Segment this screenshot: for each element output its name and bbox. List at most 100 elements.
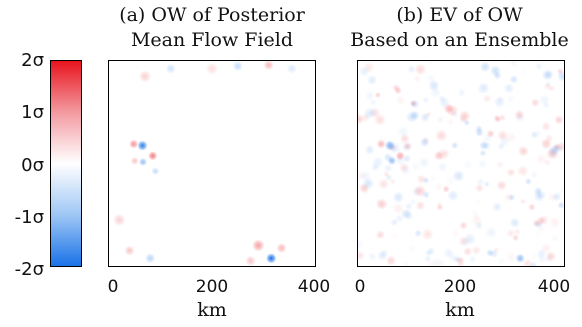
negative-feature [151,167,160,176]
noise-cell [408,244,418,254]
noise-cell [537,216,550,229]
positive-feature [113,213,126,227]
noise-cell [410,99,420,109]
noise-cell [374,198,383,207]
noise-cell [536,248,547,259]
noise-cell [407,64,416,74]
noise-cell [463,159,474,170]
noise-cell [358,113,365,125]
noise-cell [477,158,488,169]
noise-cell [545,147,558,160]
noise-cell [374,91,382,99]
noise-cell [457,88,466,97]
panel-a-heatmap [108,60,316,267]
noise-cell [479,149,487,157]
positive-feature [138,70,152,83]
noise-cell [505,250,518,263]
positive-feature [205,62,219,75]
noise-cell [451,228,461,238]
noise-cell [409,198,417,206]
panel-b-xtick-200: 200 [443,277,477,297]
noise-cell [475,183,485,193]
noise-cell [509,74,519,84]
noise-cell [530,98,540,108]
noise-cell [383,163,393,173]
noise-cell [538,94,551,106]
panel-a-plot [113,61,297,266]
noise-cell [489,249,499,259]
noise-cell [429,175,437,182]
noise-cell [471,215,483,227]
negative-feature [515,253,525,263]
noise-cell [470,208,479,217]
noise-cell [435,201,443,208]
noise-cell [366,74,378,86]
panel-b-title: (b) EV of OW Based on an Ensemble [337,3,582,53]
noise-cell [513,228,522,236]
noise-cell [447,117,455,126]
noise-cell [506,168,516,177]
noise-cell [434,182,444,192]
negative-feature [138,157,148,167]
noise-cell [483,180,490,188]
noise-cell [515,112,526,124]
noise-cell [452,169,465,182]
noise-cell [410,110,421,121]
negative-feature [232,61,243,72]
noise-cell [422,96,430,104]
positive-feature [276,242,287,254]
panel-b-title-line-1: (b) EV of OW [396,4,523,26]
panel-a-xtick-400: 400 [297,277,331,297]
noise-cell [435,129,448,142]
noise-cell [543,158,552,166]
noise-cell [373,113,386,126]
noise-cell [400,259,411,266]
noise-cell [426,61,435,67]
noise-cell [358,250,366,261]
noise-cell [371,156,384,168]
noise-cell [399,133,410,144]
noise-cell [410,160,422,173]
noise-cell [363,107,376,120]
noise-cell [530,130,539,139]
positive-feature [395,151,405,161]
noise-cell [415,200,426,211]
noise-cell [379,248,389,258]
negative-feature [387,156,397,166]
noise-cell [459,221,468,230]
noise-cell [545,251,557,262]
noise-cell [358,239,364,250]
noise-cell [493,114,501,122]
panel-b-xlabel: km [445,299,475,321]
noise-cell [377,178,390,190]
panel-b-xtick-0: 0 [354,277,366,297]
noise-cell [477,102,488,113]
noise-cell [519,198,527,205]
noise-cell [392,202,405,215]
noise-cell [548,84,556,92]
noise-cell [414,229,422,238]
noise-cell [503,82,515,94]
noise-cell [405,211,415,221]
noise-cell [456,256,465,266]
noise-cell [556,218,564,228]
noise-cell [389,178,397,185]
noise-cell [482,94,492,103]
noise-cell [428,79,440,92]
noise-cell [557,201,564,209]
noise-cell [421,228,434,241]
noise-cell [422,176,430,184]
noise-cell [554,115,564,125]
panel-a-xtick-0: 0 [107,277,119,297]
noise-cell [530,252,538,260]
noise-cell [496,160,504,169]
noise-cell [485,226,498,239]
noise-cell [435,115,445,125]
noise-cell [458,110,471,123]
noise-cell [477,82,490,95]
panel-a-title-line-1: (a) OW of Posterior [119,4,305,26]
noise-cell [509,61,517,65]
noise-cell [414,63,427,76]
noise-cell [443,103,454,114]
noise-cell [520,68,528,76]
